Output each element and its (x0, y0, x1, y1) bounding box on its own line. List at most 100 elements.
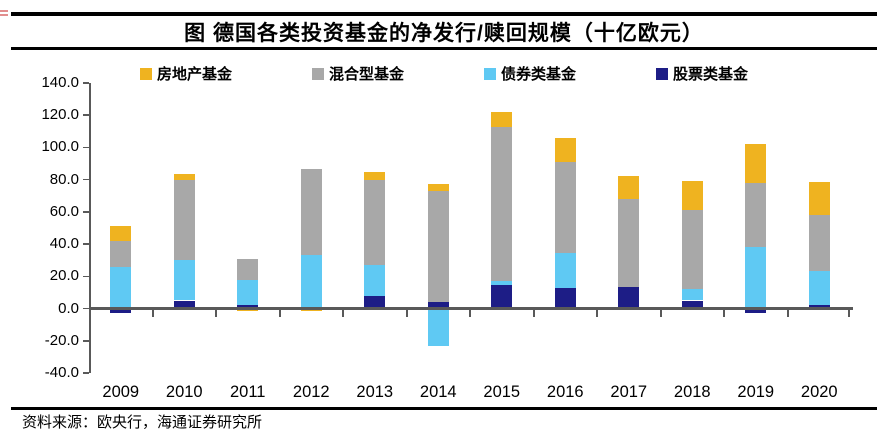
bar-segment (554, 137, 576, 162)
legend-label: 混合型基金 (328, 66, 404, 83)
legend-swatch-icon (484, 67, 496, 80)
x-axis-label: 2018 (673, 383, 711, 401)
bar-segment (491, 285, 513, 309)
bar-segment (554, 161, 576, 253)
y-axis-tick (83, 340, 89, 342)
bar-segment (808, 182, 830, 216)
bar-segment (364, 171, 386, 180)
bar-segment (681, 300, 703, 309)
x-axis-label: 2011 (230, 383, 266, 401)
bar-segment (618, 286, 640, 309)
bar-segment (173, 180, 195, 261)
x-axis-label: 2009 (102, 383, 140, 401)
bar-segment (745, 144, 767, 183)
x-axis-label: 2013 (356, 383, 394, 401)
bar-segment (110, 267, 132, 309)
y-axis-label: 60.0 (49, 202, 79, 220)
legend: 房地产基金 混合型基金 债券类基金 股票类基金 (0, 63, 888, 84)
legend-swatch-icon (139, 67, 152, 80)
x-axis-tick (278, 308, 281, 317)
bar-segment (110, 308, 132, 313)
y-axis-tick (83, 211, 89, 213)
y-axis-tick (83, 178, 89, 181)
x-axis-label: 2017 (610, 383, 648, 401)
x-axis-tick (848, 308, 850, 317)
y-axis-label: 80.0 (49, 170, 79, 188)
bar-segment (427, 302, 449, 309)
x-axis-label: 2016 (546, 383, 584, 401)
x-axis-label: 2012 (292, 383, 330, 401)
y-axis-label: -40.0 (44, 364, 79, 381)
x-axis-tick (723, 308, 725, 317)
bar-segment (554, 288, 576, 309)
bar-segment (364, 296, 386, 309)
bar-segment (554, 252, 576, 289)
x-axis-tick (596, 308, 598, 317)
bar-segment (681, 210, 703, 290)
source-note: 资料来源：欧央行，海通证券研究所 (22, 415, 263, 431)
bar-segment (745, 246, 767, 309)
bar-segment (173, 260, 195, 301)
bar-segment (237, 258, 259, 281)
legend-item: 混合型基金 (311, 63, 404, 84)
y-axis-tick (83, 307, 89, 310)
x-axis-tick (342, 308, 344, 317)
y-axis-label: -20.0 (44, 331, 79, 349)
bar-segment (618, 199, 640, 287)
bar-segment (808, 270, 830, 305)
legend-item: 房地产基金 (139, 63, 232, 84)
y-axis-tick (83, 82, 89, 84)
y-axis-tick (83, 275, 89, 278)
bar-segment (110, 240, 132, 268)
bar-segment (745, 308, 767, 313)
bar-segment (681, 181, 703, 211)
y-axis-line (89, 83, 91, 373)
x-axis-tick (786, 308, 789, 317)
bar-segment (745, 182, 767, 247)
bar-segment (491, 112, 513, 128)
bar-segment (491, 281, 513, 286)
legend-item: 股票类基金 (656, 63, 748, 84)
y-axis-label: 140.0 (41, 74, 79, 91)
plot-area: 140.0 120.0 100.0 80.0 60.0 40.0 20.0 0.0 -20.0 -… (41, 74, 853, 401)
x-axis-label: 2019 (737, 383, 775, 401)
bar-segment (618, 176, 640, 199)
x-axis-tick (151, 308, 154, 317)
bar-segment (364, 179, 386, 266)
x-axis-label: 2020 (800, 383, 838, 401)
x-axis-zero-line (89, 307, 853, 310)
bar-segment (364, 265, 386, 297)
y-axis-tick (83, 372, 89, 374)
bar-segment (427, 190, 449, 303)
bar-segment (173, 174, 195, 181)
y-axis-label: 20.0 (49, 267, 79, 285)
y-axis-label: 100.0 (41, 138, 79, 156)
y-axis-tick (83, 114, 89, 116)
bar-segment (808, 304, 830, 309)
bottom-rule (11, 407, 877, 410)
legend-item: 债券类基金 (484, 63, 576, 84)
bar-segment (808, 215, 830, 271)
y-axis-tick (83, 146, 89, 149)
bar-segment (237, 280, 259, 305)
bar-segment (300, 255, 322, 309)
legend-swatch-icon (656, 67, 669, 80)
x-axis-tick (405, 308, 408, 317)
x-axis-label: 2015 (483, 383, 521, 401)
red-edge-mark (0, 10, 8, 18)
y-axis-label: 40.0 (49, 235, 79, 253)
bar-segment (681, 289, 703, 301)
legend-label: 股票类基金 (673, 66, 749, 83)
bar-segment (427, 183, 449, 191)
x-axis-label: 2010 (165, 383, 203, 401)
bar-segment (173, 300, 195, 309)
chart-title: 图 德国各类投资基金的净发行/赎回规模（十亿欧元） (184, 22, 704, 45)
legend-swatch-icon (311, 67, 324, 80)
x-axis-tick (215, 308, 217, 317)
legend-label: 债券类基金 (501, 66, 577, 83)
bar-segment (491, 127, 513, 282)
x-axis-tick (532, 308, 535, 317)
bar-segment (237, 304, 259, 309)
bar-segment (110, 225, 132, 241)
